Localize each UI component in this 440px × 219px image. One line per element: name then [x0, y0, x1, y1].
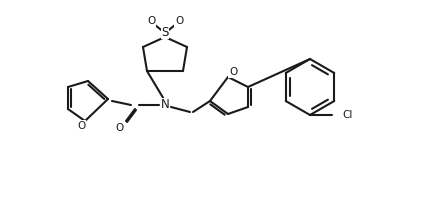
Text: O: O [175, 16, 183, 26]
Text: O: O [229, 67, 237, 77]
Text: O: O [77, 121, 85, 131]
Text: N: N [161, 99, 169, 111]
Text: Cl: Cl [342, 110, 352, 120]
Text: O: O [115, 123, 123, 133]
Text: S: S [161, 25, 169, 39]
Text: O: O [147, 16, 155, 26]
